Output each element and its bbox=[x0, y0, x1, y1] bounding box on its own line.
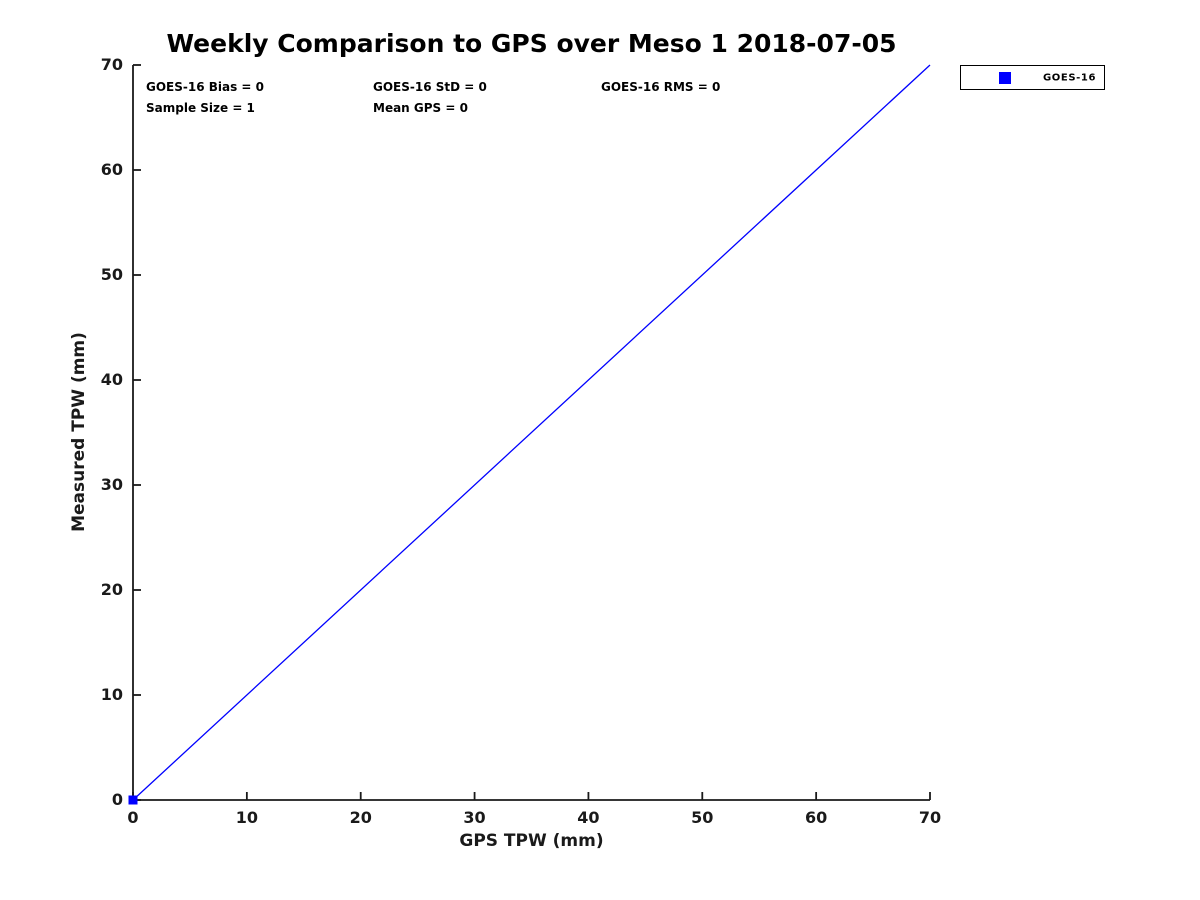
y-axis-label: Measured TPW (mm) bbox=[69, 332, 89, 532]
y-tick-label: 40 bbox=[100, 370, 123, 389]
y-tick-label: 30 bbox=[100, 475, 123, 494]
data-point-marker bbox=[128, 795, 138, 805]
annotation-sample-size: Sample Size = 1 bbox=[146, 101, 255, 115]
y-tick-label: 50 bbox=[100, 265, 123, 284]
x-tick-label: 0 bbox=[127, 808, 139, 827]
identity-line bbox=[132, 64, 931, 801]
x-tick-label: 70 bbox=[918, 808, 942, 827]
x-tick-label: 50 bbox=[691, 808, 714, 827]
annotation-bias: GOES-16 Bias = 0 bbox=[146, 80, 265, 94]
y-tick-label: 10 bbox=[100, 685, 123, 704]
x-tick-label: 40 bbox=[577, 808, 600, 827]
annotation-std: GOES-16 StD = 0 bbox=[373, 80, 487, 94]
y-tick-label: 70 bbox=[100, 55, 123, 74]
x-tick-label: 20 bbox=[349, 808, 372, 827]
y-tick-label: 20 bbox=[100, 580, 123, 599]
legend-marker-square-icon bbox=[999, 72, 1011, 84]
x-axis-label: GPS TPW (mm) bbox=[459, 831, 604, 851]
annotation-mean-gps: Mean GPS = 0 bbox=[373, 101, 468, 115]
legend-label-goes16: GOES-16 bbox=[1043, 72, 1097, 83]
y-tick-label: 60 bbox=[100, 160, 123, 179]
chart-title: Weekly Comparison to GPS over Meso 1 201… bbox=[166, 29, 897, 58]
y-tick-label: 0 bbox=[111, 790, 123, 809]
x-tick-label: 10 bbox=[235, 808, 258, 827]
annotation-rms: GOES-16 RMS = 0 bbox=[601, 80, 721, 94]
x-tick-label: 60 bbox=[805, 808, 828, 827]
legend: GOES-16 bbox=[960, 65, 1105, 90]
x-tick-label: 30 bbox=[463, 808, 486, 827]
